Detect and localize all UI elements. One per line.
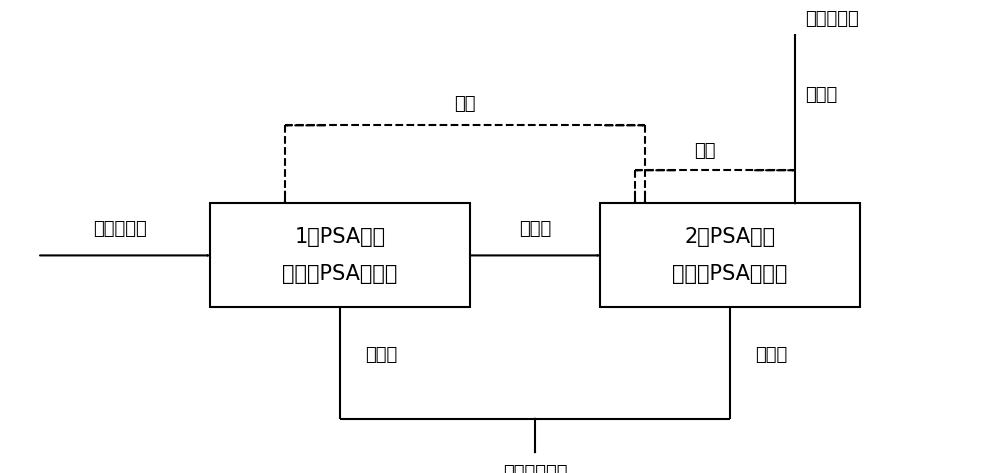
Text: 去吸附净化: 去吸附净化 [805,10,859,28]
Text: 解析气: 解析气 [365,346,397,364]
Text: 2段PSA浓缩: 2段PSA浓缩 [684,227,776,246]
Text: 互补: 互补 [454,95,476,113]
Text: （中温PSA浓缩）: （中温PSA浓缩） [282,264,398,284]
Text: 互补: 互补 [694,142,716,160]
Text: 净化原料气: 净化原料气 [93,220,147,238]
Text: 解析气: 解析气 [755,346,787,364]
Text: 去浅冷油吸收: 去浅冷油吸收 [503,464,567,473]
Bar [210,203,470,307]
Text: （浅冷PSA浓缩）: （浅冷PSA浓缩） [672,264,788,284]
Text: 甲烷氢: 甲烷氢 [805,86,837,104]
Text: 中间气: 中间气 [519,220,551,238]
Text: 1段PSA浓缩: 1段PSA浓缩 [294,227,386,246]
Bar [600,203,860,307]
